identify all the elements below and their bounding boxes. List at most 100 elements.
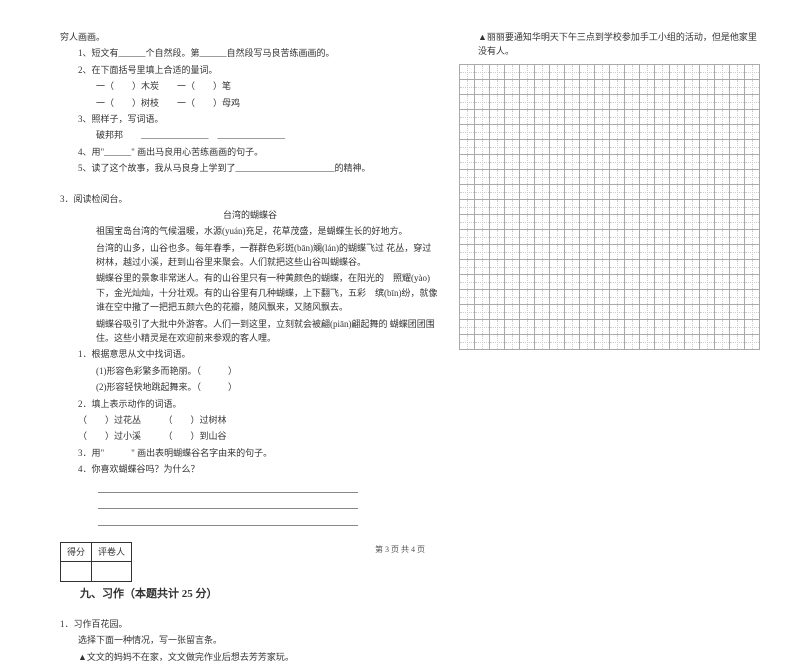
grid-cell (714, 184, 730, 200)
grid-cell (624, 304, 640, 320)
grid-cell (744, 109, 760, 125)
grid-cell (534, 229, 550, 245)
grid-cell (579, 199, 595, 215)
grid-cell (594, 94, 610, 110)
grid-cell (489, 334, 505, 350)
grid-row (460, 305, 760, 320)
grid-cell (669, 199, 685, 215)
grid-cell (639, 184, 655, 200)
grid-cell (744, 334, 760, 350)
grid-cell (519, 229, 535, 245)
grid-cell (699, 274, 715, 290)
grid-cell (564, 334, 580, 350)
grid-cell (699, 94, 715, 110)
grid-row (460, 125, 760, 140)
grid-cell (684, 169, 700, 185)
grid-cell (549, 109, 565, 125)
grid-cell (639, 229, 655, 245)
reading-q1: 1．根据意思从文中找词语。 (60, 347, 440, 361)
grid-cell (549, 154, 565, 170)
grid-cell (639, 109, 655, 125)
grid-cell (489, 244, 505, 260)
grid-cell (474, 184, 490, 200)
grid-cell (459, 154, 475, 170)
grid-cell (459, 319, 475, 335)
grid-cell (624, 199, 640, 215)
grid-cell (519, 154, 535, 170)
grid-cell (474, 229, 490, 245)
grid-cell (699, 109, 715, 125)
grid-cell (534, 274, 550, 290)
grid-cell (669, 94, 685, 110)
grid-cell (624, 244, 640, 260)
page-footer: 第 3 页 共 4 页 (0, 544, 800, 557)
grid-cell (474, 319, 490, 335)
grid-cell (534, 94, 550, 110)
grid-cell (549, 244, 565, 260)
hw-right: ▲丽丽要通知华明天下午三点到学校参加手工小组的活动，但是他家里 没有人。 (460, 30, 760, 59)
grid-cell (684, 289, 700, 305)
grid-cell (489, 259, 505, 275)
grid-cell (654, 244, 670, 260)
grid-row (460, 275, 760, 290)
grid-cell (699, 259, 715, 275)
grid-cell (624, 139, 640, 155)
grid-cell (654, 109, 670, 125)
grid-cell (474, 79, 490, 95)
grid-cell (729, 154, 745, 170)
grid-cell (714, 244, 730, 260)
grid-cell (699, 229, 715, 245)
grid-cell (654, 304, 670, 320)
grid-cell (624, 169, 640, 185)
grid-cell (519, 64, 535, 80)
grid-cell (489, 124, 505, 140)
grid-cell (744, 214, 760, 230)
grid-cell (714, 154, 730, 170)
grid-cell (639, 259, 655, 275)
grid-cell (729, 319, 745, 335)
grid-cell (564, 304, 580, 320)
grid-cell (579, 259, 595, 275)
grid-cell (699, 64, 715, 80)
grid-cell (459, 244, 475, 260)
grid-cell (534, 139, 550, 155)
grid-cell (504, 274, 520, 290)
grid-cell (459, 184, 475, 200)
grid-cell (489, 274, 505, 290)
grid-cell (534, 334, 550, 350)
grid-cell (699, 79, 715, 95)
grid-cell (459, 109, 475, 125)
grid-cell (639, 304, 655, 320)
grid-cell (579, 79, 595, 95)
grid-cell (669, 244, 685, 260)
grid-cell (579, 124, 595, 140)
writing-grid (460, 65, 760, 350)
grid-cell (504, 289, 520, 305)
grid-cell (654, 274, 670, 290)
grid-cell (519, 184, 535, 200)
grid-row (460, 290, 760, 305)
grid-cell (699, 124, 715, 140)
grid-cell (594, 199, 610, 215)
reading-q1b: (2)形容轻快地跳起舞来。（ ） (60, 380, 440, 394)
grid-cell (459, 214, 475, 230)
grid-cell (609, 169, 625, 185)
grid-cell (609, 64, 625, 80)
grid-cell (504, 169, 520, 185)
grid-cell (564, 124, 580, 140)
grid-cell (564, 274, 580, 290)
grid-cell (519, 244, 535, 260)
grid-cell (714, 124, 730, 140)
grid-cell (669, 304, 685, 320)
grid-cell (459, 64, 475, 80)
grid-cell (459, 124, 475, 140)
grid-cell (534, 289, 550, 305)
grid-cell (624, 94, 640, 110)
grid-cell (669, 184, 685, 200)
grid-cell (729, 289, 745, 305)
grid-cell (474, 244, 490, 260)
grid-cell (654, 319, 670, 335)
grid-cell (594, 274, 610, 290)
grid-cell (654, 184, 670, 200)
grid-cell (744, 124, 760, 140)
